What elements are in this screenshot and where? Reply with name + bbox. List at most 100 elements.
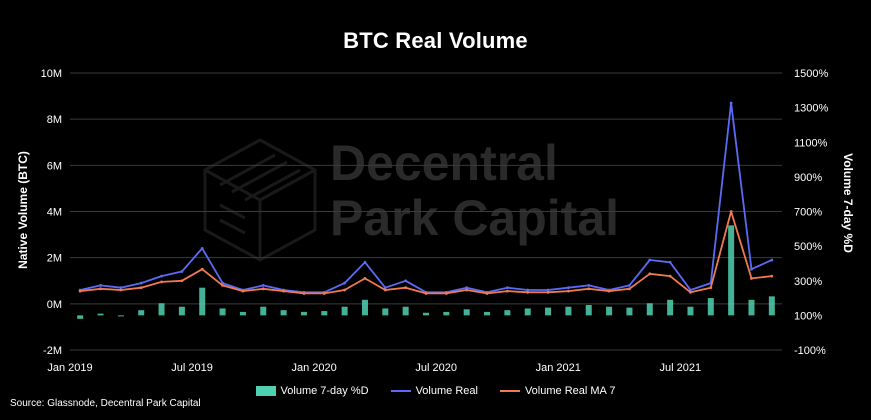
- line-volume-real-point: [750, 267, 753, 271]
- bar-volume-change: [565, 306, 572, 316]
- bar-volume-change: [585, 304, 592, 316]
- bar-volume-change: [300, 311, 307, 316]
- line-volume-real-point: [628, 283, 631, 287]
- line-volume-real-point: [363, 260, 367, 264]
- bar-volume-change: [463, 309, 470, 316]
- bar-volume-change: [382, 308, 389, 316]
- legend-swatch-volume-ma7: [499, 390, 520, 392]
- line-volume-real-ma7-point: [668, 274, 672, 278]
- line-volume-real-ma7-point: [770, 274, 774, 278]
- line-volume-real-point: [668, 260, 672, 264]
- bar-volume-change: [321, 311, 328, 316]
- line-volume-real-point: [404, 279, 408, 283]
- bar-volume-change: [138, 310, 145, 316]
- line-volume-real-point: [160, 274, 163, 278]
- bar-volume-change: [768, 296, 775, 316]
- legend-item-volume-change: Volume 7-day %D: [255, 385, 369, 397]
- y2-tick-label: 900%: [794, 172, 822, 184]
- line-volume-real-ma7-point: [689, 290, 692, 294]
- x-tick-label: Jul 2020: [415, 362, 457, 374]
- bar-volume-change: [178, 306, 185, 316]
- line-volume-real-ma7-point: [241, 289, 245, 293]
- line-volume-real-ma7-point: [99, 287, 102, 291]
- x-tick-label: Jan 2019: [47, 362, 92, 374]
- line-volume-real-point: [200, 247, 204, 250]
- line-volume-real-ma7-point: [567, 289, 570, 293]
- bar-volume-change: [361, 299, 368, 316]
- y-tick-label: 8M: [47, 114, 62, 126]
- line-volume-real-ma7-point: [729, 210, 733, 213]
- line-volume-real-ma7-point: [587, 287, 591, 291]
- line-volume-real-ma7-point: [282, 289, 285, 293]
- y2-tick-label: 1500%: [794, 68, 828, 80]
- line-volume-real-ma7-point: [119, 288, 123, 292]
- line-volume-real-point: [505, 286, 509, 290]
- y2-tick-label: 1100%: [794, 137, 828, 149]
- legend-label-volume-real: Volume Real: [415, 385, 478, 397]
- line-volume-real-ma7-point: [750, 277, 753, 280]
- line-volume-real-ma7-point: [78, 289, 82, 293]
- line-volume-real-ma7-point: [485, 292, 489, 295]
- line-volume-real-point: [343, 281, 347, 285]
- bar-volume-change: [646, 303, 653, 316]
- line-volume-real-ma7-point: [607, 289, 611, 293]
- line-volume-real-ma7-point: [261, 287, 265, 291]
- bar-volume-change: [402, 306, 409, 316]
- y-tick-label: 4M: [47, 207, 62, 219]
- line-volume-real-point: [261, 283, 265, 287]
- bar-volume-change: [77, 315, 84, 319]
- y-tick-label: 2M: [47, 253, 62, 265]
- line-volume-real-point: [567, 286, 570, 290]
- bar-volume-change: [280, 310, 287, 316]
- line-volume-real-ma7-point: [526, 290, 530, 294]
- watermark-text-line1: Decentral: [330, 135, 558, 191]
- line-volume-real-ma7-point: [628, 287, 631, 291]
- y2-tick-label: 100%: [794, 310, 822, 322]
- chart-title: BTC Real Volume: [343, 28, 528, 53]
- line-volume-real-point: [180, 270, 184, 273]
- line-volume-real-ma7-point: [383, 288, 387, 292]
- y2-tick-label: 500%: [794, 241, 822, 253]
- bar-volume-change: [545, 307, 552, 316]
- y2-tick-label: -100%: [794, 345, 826, 357]
- line-volume-real-point: [526, 288, 530, 292]
- x-tick-label: Jul 2019: [171, 362, 213, 374]
- line-volume-real-ma7-point: [424, 292, 428, 295]
- bar-volume-change: [199, 287, 206, 316]
- source-note: Source: Glassnode, Decentral Park Capita…: [10, 398, 201, 409]
- line-volume-real-ma7-point: [322, 292, 326, 295]
- legend-item-volume-real: Volume Real: [390, 385, 478, 397]
- line-volume-real-ma7-point: [709, 286, 713, 290]
- legend: Volume 7-day %D Volume Real Volume Real …: [0, 385, 871, 397]
- line-volume-real-point: [587, 283, 591, 287]
- bar-volume-change: [341, 306, 348, 316]
- line-volume-real-ma7-point: [343, 288, 347, 292]
- x-tick-label: Jan 2020: [291, 362, 336, 374]
- line-volume-real-point: [383, 286, 387, 290]
- line-volume-real-ma7-point: [404, 286, 408, 290]
- bar-volume-change: [748, 299, 755, 316]
- watermark-text-line2: Park Capital: [330, 190, 619, 246]
- bar-volume-change: [443, 311, 450, 316]
- bar-volume-change: [423, 312, 429, 316]
- line-volume-real-ma7-point: [180, 279, 184, 283]
- bar-volume-change: [707, 298, 714, 316]
- line-volume-real-point: [648, 258, 652, 262]
- line-volume-real-point: [465, 286, 469, 290]
- line-volume-real-ma7-point: [160, 280, 163, 284]
- bar-volume-change: [606, 306, 613, 316]
- line-volume-real-point: [139, 281, 143, 285]
- line-volume-real-ma7-point: [139, 286, 143, 290]
- line-volume-real-ma7-point: [546, 290, 550, 294]
- y-tick-label: 10M: [41, 68, 62, 80]
- bar-volume-change: [158, 303, 165, 316]
- bar-volume-change: [728, 225, 735, 316]
- line-volume-real-point: [99, 283, 102, 287]
- y2-tick-label: 700%: [794, 207, 822, 219]
- line-volume-real-ma7-point: [648, 272, 652, 276]
- line-volume-real-ma7-point: [221, 283, 224, 287]
- line-volume-real-ma7-point: [363, 277, 367, 280]
- x-tick-label: Jan 2021: [536, 362, 581, 374]
